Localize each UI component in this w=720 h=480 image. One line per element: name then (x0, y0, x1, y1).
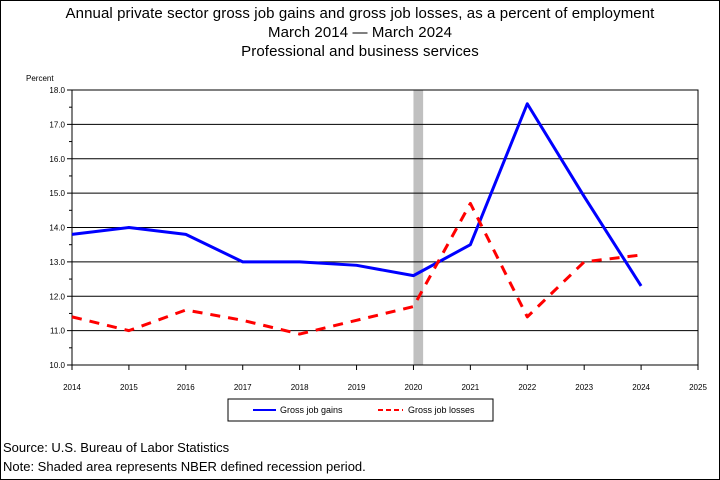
y-tick-label: 14.0 (49, 224, 65, 233)
y-tick-label: 12.0 (49, 292, 65, 301)
y-tick-label: 13.0 (49, 258, 65, 267)
y-tick-label: 18.0 (49, 86, 65, 95)
chart-titles: Annual private sector gross job gains an… (0, 4, 720, 61)
x-tick-label: 2016 (177, 383, 195, 392)
x-tick-label: 2019 (348, 383, 366, 392)
x-tick-label: 2023 (575, 383, 593, 392)
y-axis-label: Percent (26, 74, 54, 83)
x-tick-label: 2024 (632, 383, 650, 392)
chart-title: Annual private sector gross job gains an… (65, 5, 655, 22)
x-tick-label: 2021 (461, 383, 479, 392)
series-line-gross-job-losses (71, 201, 642, 336)
legend-box (227, 398, 494, 422)
x-tick-label: 2022 (518, 383, 536, 392)
y-tick-label: 16.0 (49, 155, 65, 164)
y-tick-label: 10.0 (49, 361, 65, 370)
x-tick-label: 2015 (120, 383, 138, 392)
y-tick-label: 11.0 (50, 327, 66, 336)
recession-note: Note: Shaded area represents NBER define… (3, 459, 366, 474)
y-tick-label: 15.0 (49, 189, 65, 198)
legend-label: Gross job gains (280, 405, 343, 415)
y-tick-label: 17.0 (49, 120, 65, 129)
legend-label: Gross job losses (408, 405, 475, 415)
source-note: Source: U.S. Bureau of Labor Statistics (3, 440, 230, 455)
series-line-gross-job-gains (71, 102, 643, 287)
x-tick-label: 2017 (234, 383, 252, 392)
x-tick-label: 2018 (291, 383, 309, 392)
x-tick-label: 2025 (689, 383, 707, 392)
x-tick-label: 2020 (405, 383, 423, 392)
x-tick-label: 2014 (63, 383, 81, 392)
chart-industry: Professional and business services (241, 43, 479, 60)
chart-date-range: March 2014 — March 2024 (267, 24, 453, 41)
